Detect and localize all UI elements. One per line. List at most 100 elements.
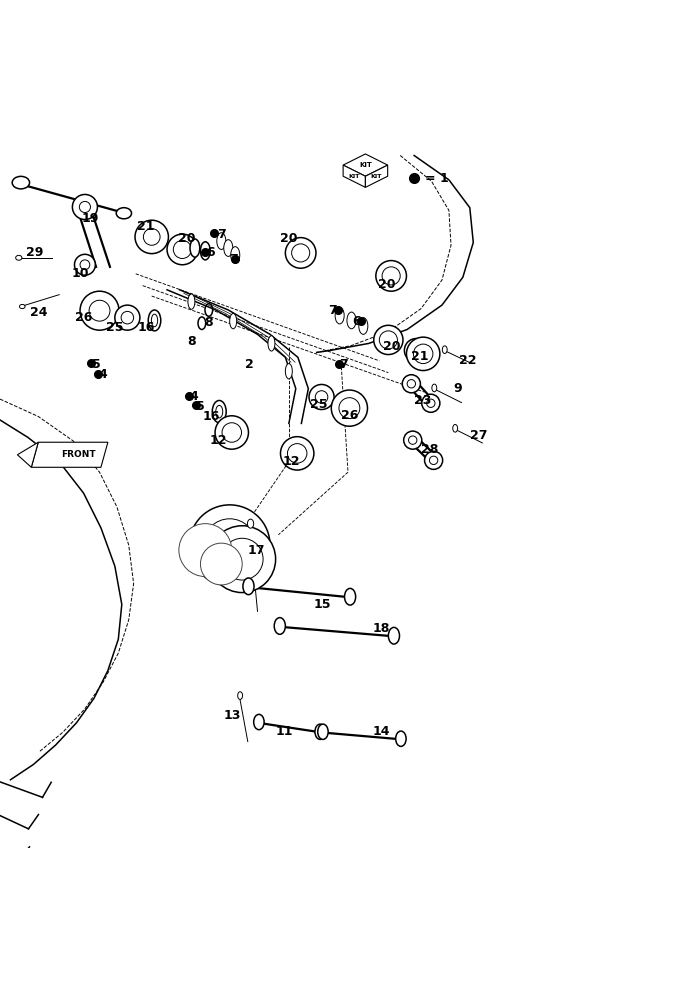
Circle shape [429, 456, 438, 465]
Circle shape [203, 519, 256, 572]
Circle shape [121, 311, 134, 324]
Ellipse shape [231, 247, 239, 263]
Text: 19: 19 [82, 212, 99, 225]
Ellipse shape [347, 312, 356, 329]
Text: 4: 4 [189, 390, 198, 403]
Text: 12: 12 [209, 434, 227, 447]
Text: 15: 15 [313, 598, 331, 611]
Circle shape [173, 240, 191, 258]
Circle shape [422, 394, 440, 412]
Text: KIT: KIT [349, 174, 360, 179]
Circle shape [209, 526, 276, 593]
Text: 27: 27 [470, 429, 488, 442]
Text: 26: 26 [75, 311, 92, 324]
Circle shape [80, 291, 119, 330]
Circle shape [402, 375, 420, 393]
Circle shape [200, 543, 242, 585]
Text: 24: 24 [29, 306, 47, 319]
Ellipse shape [116, 208, 132, 219]
Circle shape [309, 384, 334, 410]
Text: 23: 23 [415, 394, 432, 407]
Circle shape [79, 201, 90, 213]
Text: 7: 7 [339, 358, 347, 371]
Circle shape [409, 436, 417, 444]
Ellipse shape [443, 346, 448, 353]
Text: 5: 5 [196, 400, 205, 413]
Text: 13: 13 [223, 709, 240, 722]
Circle shape [80, 260, 90, 270]
Ellipse shape [15, 255, 22, 260]
Polygon shape [343, 165, 365, 187]
Ellipse shape [335, 307, 344, 324]
Ellipse shape [152, 314, 157, 327]
Circle shape [315, 391, 328, 403]
Ellipse shape [432, 384, 437, 392]
Circle shape [72, 194, 97, 220]
Ellipse shape [243, 578, 254, 595]
Text: 6: 6 [206, 246, 214, 259]
Ellipse shape [359, 318, 367, 334]
Circle shape [379, 331, 397, 349]
Text: 25: 25 [310, 398, 328, 411]
Polygon shape [365, 165, 388, 187]
Circle shape [189, 505, 270, 586]
Text: 18: 18 [373, 622, 390, 635]
Circle shape [427, 399, 435, 407]
Text: KIT: KIT [359, 162, 372, 168]
Ellipse shape [216, 405, 223, 418]
Text: = 1: = 1 [425, 172, 448, 185]
Circle shape [413, 344, 433, 364]
Polygon shape [343, 154, 388, 176]
Ellipse shape [268, 336, 275, 351]
Ellipse shape [212, 400, 226, 423]
Text: 20: 20 [377, 278, 395, 291]
Text: 16: 16 [138, 321, 155, 334]
Circle shape [382, 267, 400, 285]
Ellipse shape [395, 731, 406, 746]
Ellipse shape [317, 724, 329, 739]
Ellipse shape [248, 519, 253, 528]
Ellipse shape [237, 692, 243, 699]
Circle shape [74, 254, 95, 275]
Circle shape [222, 423, 242, 442]
Ellipse shape [345, 588, 356, 605]
Circle shape [115, 305, 140, 330]
Text: 17: 17 [247, 544, 265, 557]
Circle shape [331, 390, 367, 426]
Polygon shape [31, 442, 108, 467]
Text: 10: 10 [71, 267, 89, 280]
Text: 21: 21 [137, 220, 155, 233]
Circle shape [406, 337, 440, 371]
Circle shape [179, 524, 232, 577]
Ellipse shape [190, 239, 200, 257]
Circle shape [410, 344, 422, 357]
Ellipse shape [188, 294, 195, 309]
Circle shape [339, 398, 360, 419]
Text: 26: 26 [342, 409, 358, 422]
Circle shape [407, 380, 416, 388]
Circle shape [215, 416, 248, 449]
Text: 21: 21 [411, 350, 429, 363]
Text: KIT: KIT [371, 174, 382, 179]
Text: 29: 29 [26, 246, 43, 259]
Polygon shape [17, 442, 38, 467]
Text: 20: 20 [177, 232, 196, 245]
Circle shape [135, 220, 168, 254]
Text: 28: 28 [422, 443, 438, 456]
Text: 22: 22 [459, 354, 477, 367]
Text: FRONT: FRONT [61, 450, 95, 459]
Ellipse shape [253, 714, 264, 730]
Ellipse shape [198, 317, 206, 329]
Ellipse shape [19, 304, 25, 309]
Text: 2: 2 [245, 358, 253, 371]
Ellipse shape [224, 240, 232, 256]
Text: 25: 25 [106, 321, 124, 334]
Ellipse shape [200, 242, 210, 260]
Text: 4: 4 [99, 368, 107, 381]
Text: 6: 6 [353, 315, 361, 328]
Text: 11: 11 [275, 725, 293, 738]
Circle shape [221, 538, 263, 580]
Circle shape [292, 244, 310, 262]
Ellipse shape [205, 304, 213, 316]
Text: 16: 16 [203, 410, 219, 423]
